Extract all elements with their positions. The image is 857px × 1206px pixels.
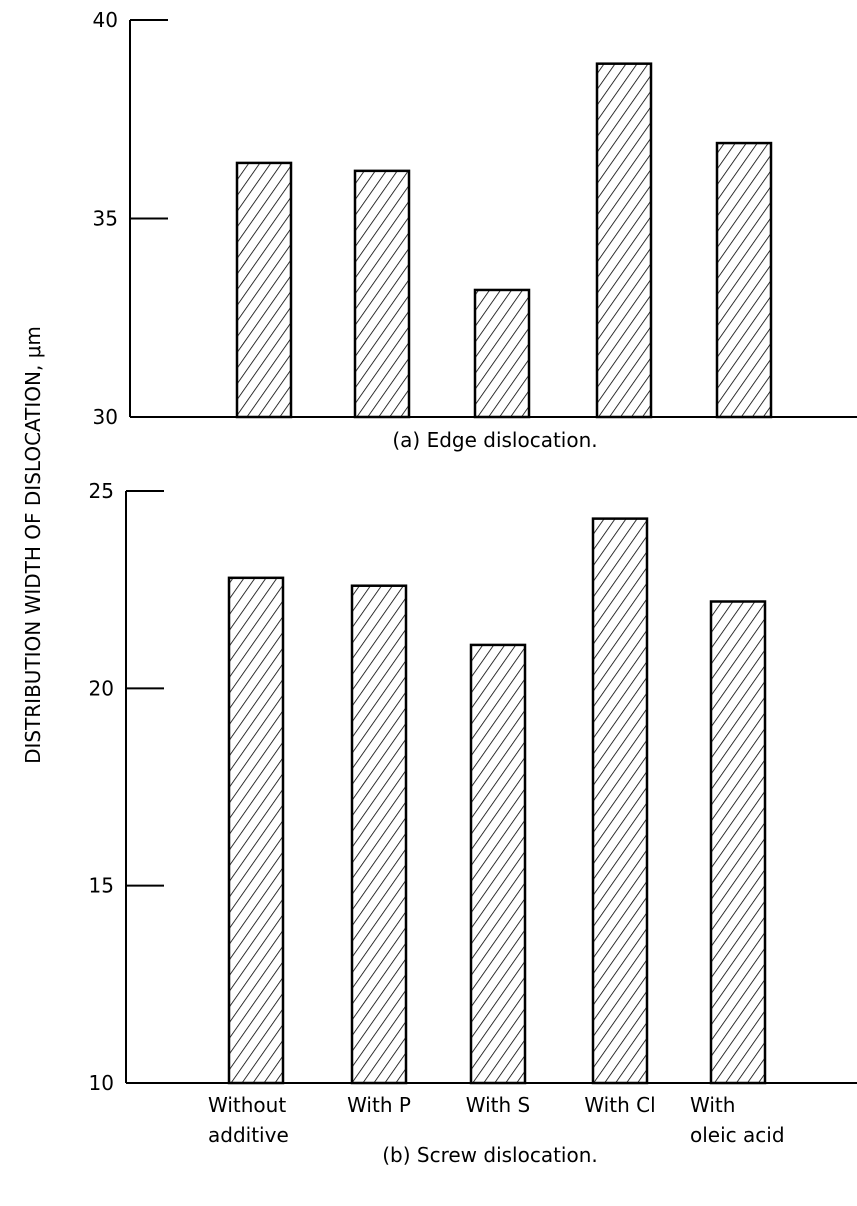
category-label-5-line-1: With <box>690 1093 735 1117</box>
category-labels: Without additive With P With S With Cl With ol… <box>208 1093 785 1147</box>
category-label-5-line-2: oleic acid <box>690 1123 785 1147</box>
y-tick-label-screw-15: 15 <box>89 874 114 898</box>
bar-screw-4 <box>591 517 649 1085</box>
y-tick-label-edge-30: 30 <box>93 405 118 429</box>
caption-screw-dislocation: (b) Screw dislocation. <box>382 1143 598 1167</box>
y-tick-label-screw-10: 10 <box>89 1071 114 1095</box>
bar-screw-5 <box>709 600 767 1085</box>
bar-edge-4 <box>595 62 653 419</box>
bar-screw-3 <box>469 643 527 1085</box>
chart-screw-dislocation: 10 15 20 25 <box>89 479 857 1095</box>
category-label-4-line-1: With Cl <box>584 1093 655 1117</box>
y-axis-label: DISTRIBUTION WIDTH OF DISLOCATION, μm <box>21 326 45 764</box>
bar-screw-2 <box>350 584 408 1085</box>
y-tick-label-edge-35: 35 <box>93 207 118 231</box>
y-tick-label-screw-25: 25 <box>89 479 114 503</box>
y-tick-label-screw-20: 20 <box>89 676 114 700</box>
category-label-2-line-1: With P <box>347 1093 411 1117</box>
bar-edge-2 <box>353 169 411 419</box>
bar-edge-3 <box>473 288 531 419</box>
category-label-3-line-1: With S <box>466 1093 530 1117</box>
bar-screw-1 <box>227 576 285 1085</box>
bar-edge-5 <box>715 141 773 419</box>
bar-edge-1 <box>235 161 293 419</box>
chart-edge-dislocation: 30 35 40 <box>93 8 857 429</box>
category-label-1-line-2: additive <box>208 1123 289 1147</box>
caption-edge-dislocation: (a) Edge dislocation. <box>392 428 597 452</box>
y-tick-label-edge-40: 40 <box>93 8 118 32</box>
category-label-1-line-1: Without <box>208 1093 286 1117</box>
